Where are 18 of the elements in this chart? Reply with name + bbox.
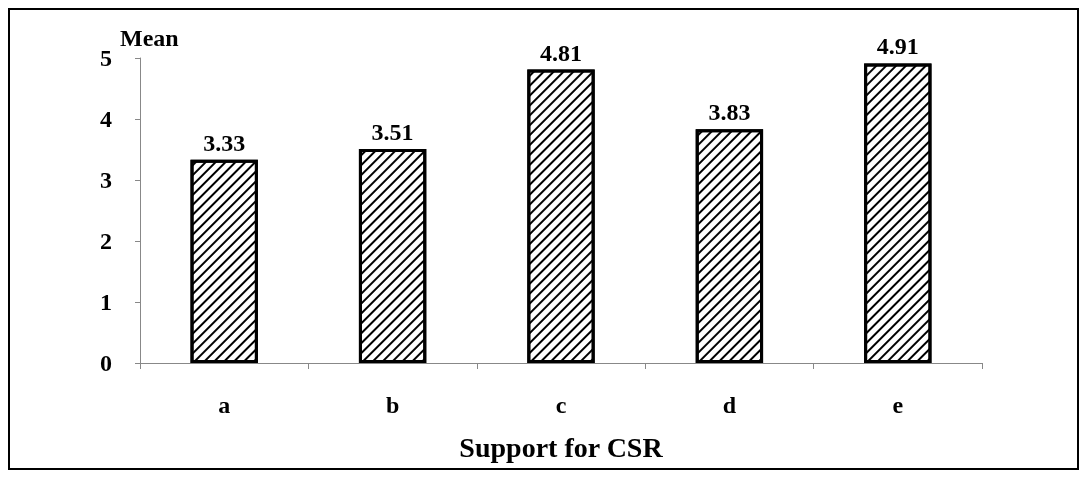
x-tick-label: e [892, 392, 904, 418]
y-tick-label: 4 [100, 106, 112, 132]
x-tick-label: b [385, 392, 400, 418]
data-label: 3.33 [203, 129, 246, 156]
y-tick-label: 1 [100, 289, 112, 315]
y-tick-label: 2 [100, 228, 112, 254]
x-tick-label: a [218, 392, 231, 418]
data-label: 3.51 [371, 118, 414, 145]
y-tick-label: 0 [100, 350, 112, 376]
x-tick-label: d [722, 392, 737, 418]
data-label: 3.83 [708, 99, 751, 126]
data-label: 4.91 [876, 33, 919, 60]
y-tick-label: 5 [100, 45, 112, 71]
y-tick-label: 3 [100, 167, 112, 193]
y-axis-title: Mean [120, 25, 179, 51]
data-label: 4.81 [540, 39, 582, 66]
x-tick-label: c [555, 392, 567, 418]
x-axis-title: Support for CSR [459, 431, 664, 463]
